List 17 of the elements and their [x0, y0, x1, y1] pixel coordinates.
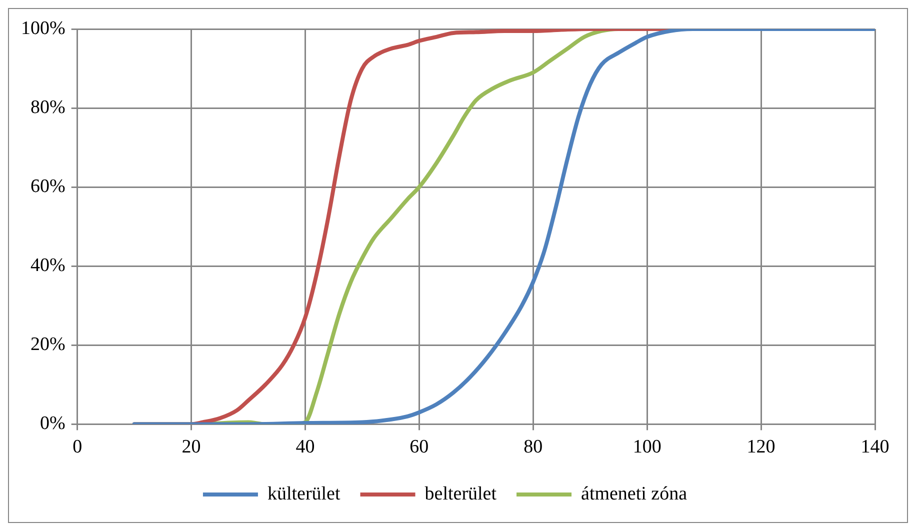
x-tick-label: 40 [296, 436, 315, 458]
y-tick-label: 80% [30, 97, 66, 118]
legend-label: átmeneti zóna [581, 483, 688, 504]
x-tick-label: 120 [746, 436, 776, 458]
y-tick-label: 0% [40, 413, 66, 434]
y-tick-label: 100% [21, 18, 66, 39]
y-tick-label: 60% [30, 176, 66, 198]
y-tick-label: 20% [30, 334, 66, 356]
x-tick-label: 100 [632, 436, 662, 458]
x-tick-label: 20 [182, 436, 201, 458]
x-tick-label: 0 [72, 436, 82, 458]
y-tick-label: 40% [30, 255, 66, 276]
x-tick-label: 80 [524, 436, 543, 458]
legend-label: belterület [424, 483, 498, 504]
legend-label: külterület [267, 483, 341, 504]
x-tick-label: 140 [860, 436, 890, 458]
x-tick-label: 60 [410, 436, 429, 458]
